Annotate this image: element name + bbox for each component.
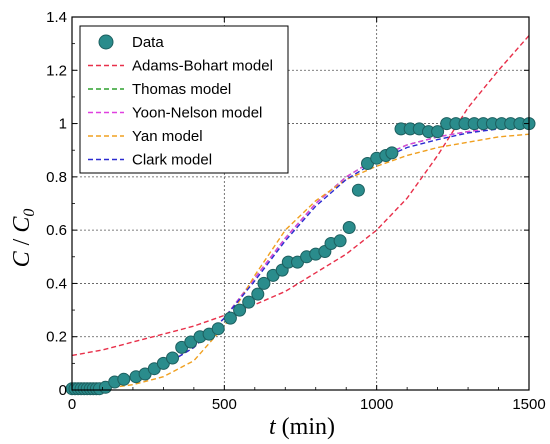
- data-point: [351, 183, 365, 197]
- legend-label: Data: [132, 34, 164, 51]
- x-tick-label: 0: [68, 396, 76, 413]
- y-tick-label: 1.4: [46, 9, 67, 26]
- y-tick-label: 1: [59, 116, 67, 133]
- legend-marker-data: [98, 34, 114, 50]
- y-tick-label: 1.2: [46, 62, 67, 79]
- y-tick-label: 0.8: [46, 169, 67, 186]
- legend-label: Adams-Bohart model: [132, 58, 273, 75]
- legend-label: Yoon-Nelson model: [132, 105, 262, 122]
- ticks: 0 500 1000 1500 0 0.2 0.4 0.6 0.8 1 1.2 1.4: [46, 9, 546, 413]
- data-point: [385, 146, 399, 160]
- data-point: [242, 295, 256, 309]
- y-axis-label: C / C0: [9, 209, 38, 268]
- y-tick-label: 0.6: [46, 222, 67, 239]
- legend-box: [79, 25, 289, 174]
- legend: Data Adams-Bohart model Thomas model Yoon-N…: [79, 25, 289, 174]
- x-tick-label: 1500: [512, 396, 545, 413]
- data-point: [211, 322, 225, 336]
- data-point: [251, 287, 265, 301]
- legend-label: Thomas model: [132, 81, 231, 98]
- model-curve-adams-bohart-model: [71, 35, 530, 357]
- data-point: [233, 303, 247, 317]
- y-tick-label: 0.2: [46, 329, 67, 346]
- data-point: [257, 276, 271, 290]
- data-point: [342, 221, 356, 234]
- data-point: [166, 351, 179, 365]
- data-point: [333, 234, 347, 248]
- model-curve-yoon-nelson-model: [71, 125, 530, 388]
- legend-label: Yan model: [132, 128, 203, 145]
- x-axis-label: t (min): [269, 414, 335, 440]
- data-point: [223, 311, 237, 325]
- x-tick-label: 1000: [360, 396, 393, 413]
- x-tick-label: 500: [212, 396, 237, 413]
- y-tick-label: 0: [59, 382, 67, 399]
- data-point: [117, 372, 131, 386]
- series-layer: [65, 35, 536, 396]
- legend-label: Clark model: [132, 152, 212, 169]
- data-point: [431, 125, 445, 139]
- model-curve-clark-model: [71, 125, 530, 388]
- model-curve-yan-model: [71, 133, 530, 391]
- y-tick-label: 0.4: [46, 275, 67, 292]
